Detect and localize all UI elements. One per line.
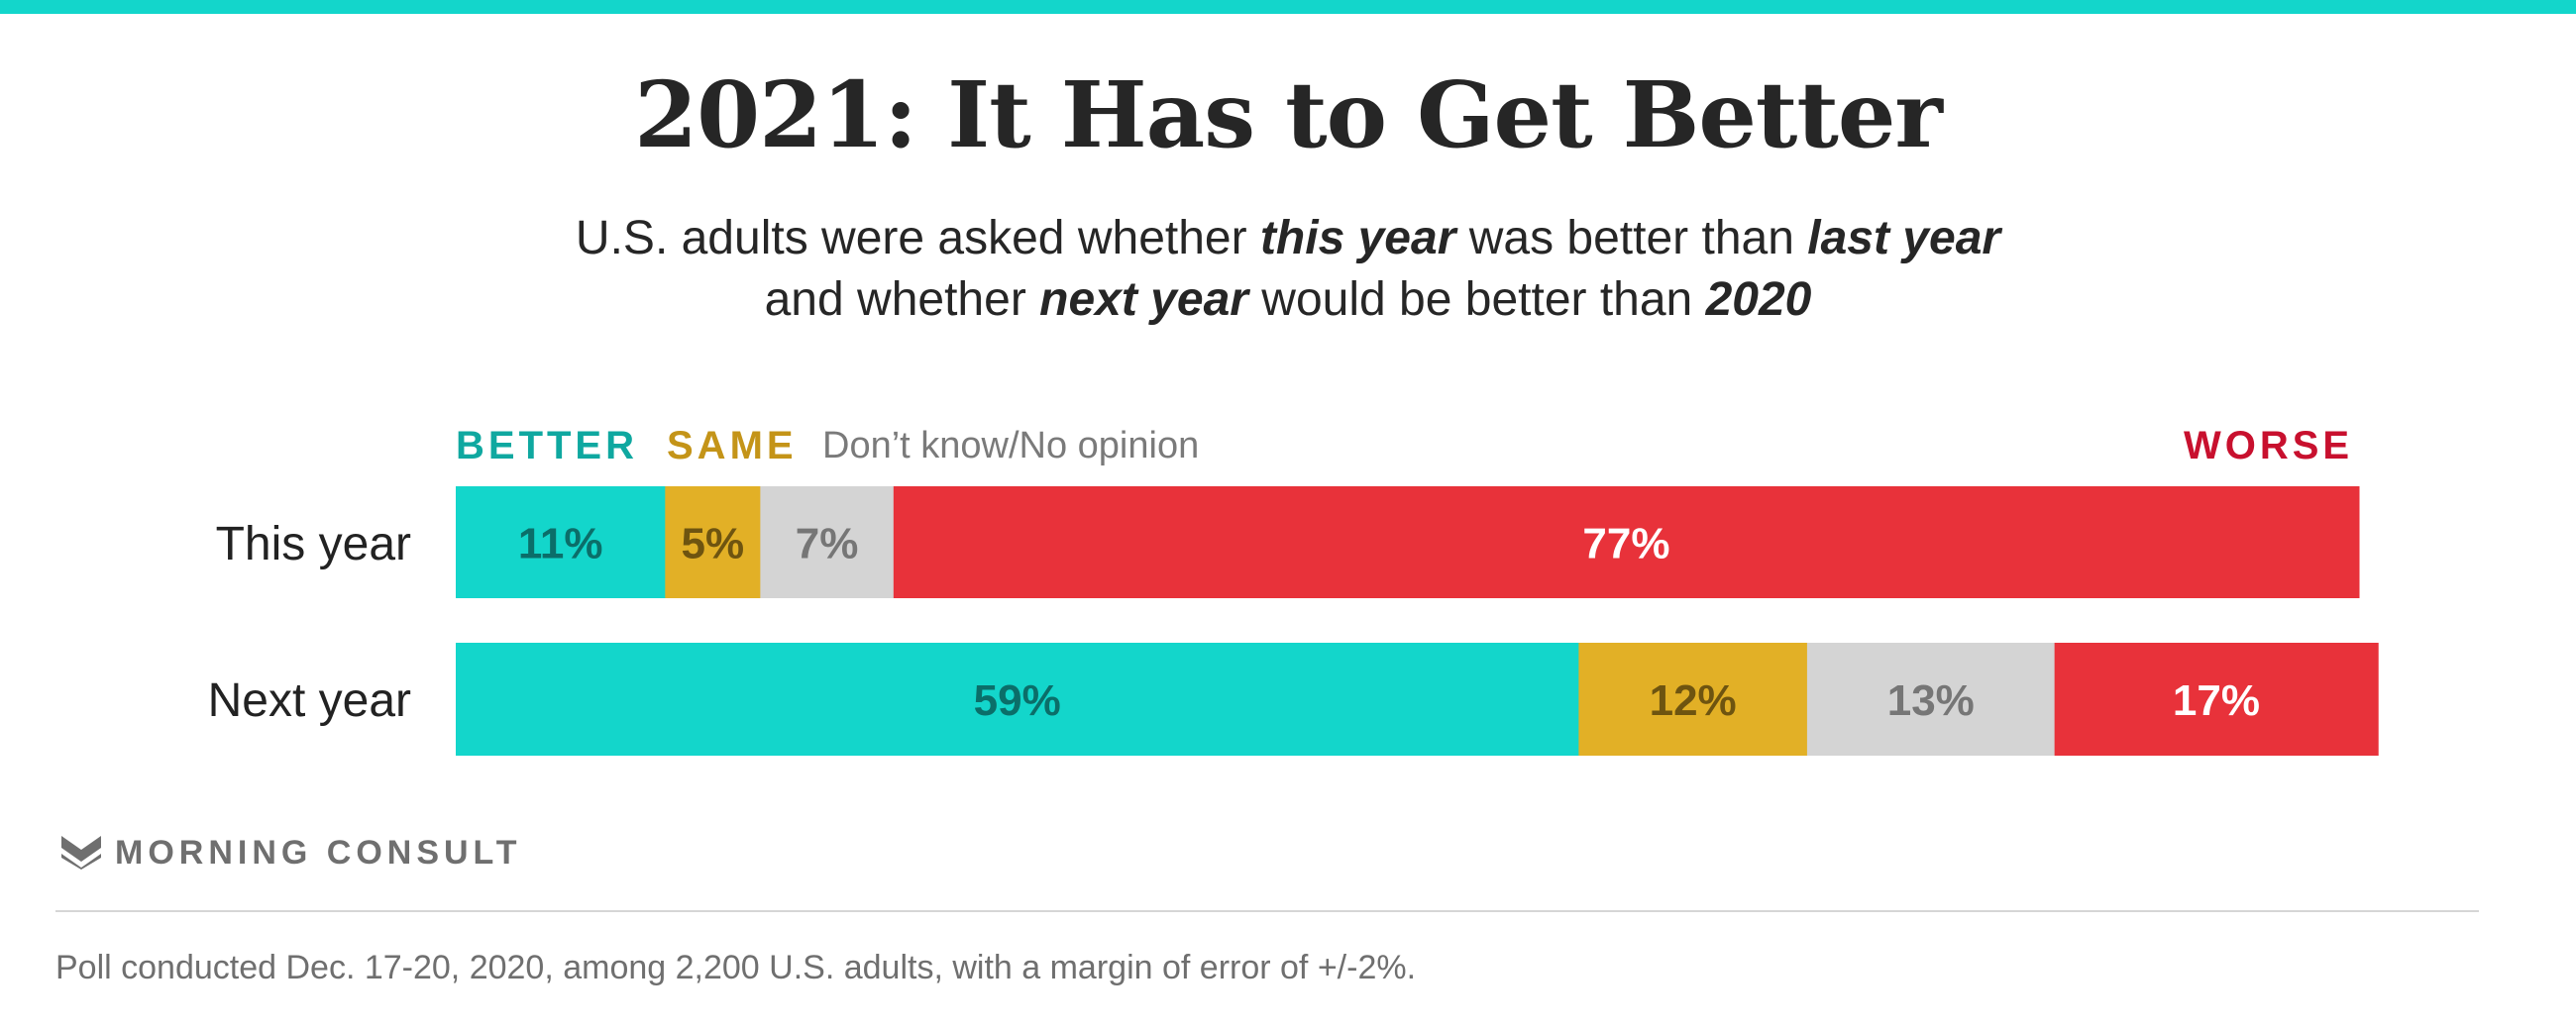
row-label-next-year: Next year [207, 674, 411, 727]
legend-better: BETTER [456, 424, 638, 467]
row-label-this-year: This year [215, 518, 411, 570]
bar-segment-next-year-worse [2054, 643, 2379, 756]
subtitle-line-2: and whether next year would be better th… [0, 269, 2576, 331]
subtitle-text: and whether [764, 273, 1040, 326]
subtitle-text: U.S. adults were asked whether [575, 212, 1260, 264]
data-label-next-year-same: 12% [1650, 676, 1737, 725]
bar-segment-this-year-same [665, 486, 761, 598]
subtitle-text: would be better than [1247, 273, 1706, 326]
subtitle-text: was better than [1455, 212, 1808, 264]
bar-segment-next-year-don-t-know-no-opinion [1806, 643, 2056, 756]
data-label-this-year-worse: 77% [1582, 520, 1669, 568]
data-label-next-year-don-t-know-no-opinion: 13% [1887, 676, 1975, 725]
top-accent-bar [0, 0, 2576, 14]
brand-name: MORNING CONSULT [115, 833, 522, 872]
data-label-next-year-better: 59% [974, 676, 1061, 725]
legend-worse: WORSE [2184, 424, 2354, 467]
bar-segment-this-year-worse [893, 486, 2360, 598]
bar-segment-this-year-better [456, 486, 666, 598]
bar-segment-next-year-better [456, 643, 1579, 756]
bar-segment-this-year-don-t-know-no-opinion [760, 486, 895, 598]
brand-logo: MORNING CONSULT [61, 830, 522, 876]
footer-divider [55, 910, 2479, 912]
subtitle-emphasis: next year [1039, 273, 1248, 326]
chart-title: 2021: It Has to Get Better [634, 61, 1943, 168]
footnote: Poll conducted Dec. 17-20, 2020, among 2… [55, 949, 1417, 986]
legend-dont-know: Don’t know/No opinion [822, 425, 1200, 466]
chart-subtitle: U.S. adults were asked whether this year… [0, 208, 2576, 331]
data-label-next-year-worse: 17% [2173, 676, 2260, 725]
morning-consult-logo-icon [61, 836, 101, 870]
data-label-this-year-same: 5% [682, 520, 745, 568]
subtitle-emphasis: last year [1807, 212, 2001, 264]
subtitle-emphasis: 2020 [1705, 273, 1812, 326]
data-label-this-year-don-t-know-no-opinion: 7% [796, 520, 859, 568]
subtitle-line-1: U.S. adults were asked whether this year… [0, 208, 2576, 269]
bar-segment-next-year-same [1578, 643, 1808, 756]
subtitle-emphasis: this year [1259, 212, 1456, 264]
data-label-this-year-better: 11% [518, 520, 603, 568]
legend-same: SAME [667, 424, 798, 467]
